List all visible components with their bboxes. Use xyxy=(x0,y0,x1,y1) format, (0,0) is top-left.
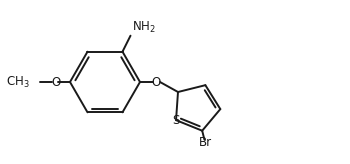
Text: O: O xyxy=(151,75,161,89)
Text: CH$_3$: CH$_3$ xyxy=(6,74,30,90)
Text: NH$_2$: NH$_2$ xyxy=(133,20,156,35)
Text: Br: Br xyxy=(198,136,212,149)
Text: S: S xyxy=(172,114,180,127)
Text: O: O xyxy=(51,75,61,89)
